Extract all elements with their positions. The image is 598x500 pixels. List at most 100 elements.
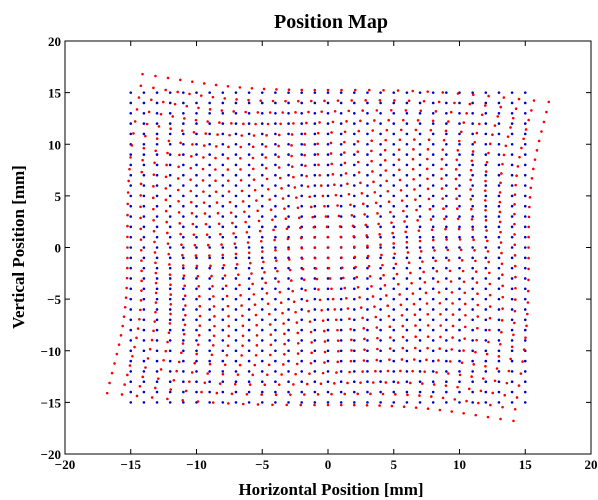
reference-point	[339, 359, 343, 363]
reference-point	[129, 173, 133, 177]
distorted-point	[249, 261, 252, 265]
reference-point	[182, 153, 185, 156]
reference-point	[300, 122, 304, 125]
distorted-point	[375, 358, 379, 362]
distorted-point	[470, 375, 473, 378]
distorted-point	[474, 413, 478, 417]
reference-point	[313, 349, 317, 353]
distorted-point	[530, 177, 534, 180]
reference-point	[392, 122, 396, 125]
distorted-point	[442, 207, 445, 211]
reference-point	[195, 153, 198, 156]
reference-point	[182, 204, 185, 208]
distorted-point	[191, 80, 194, 84]
reference-point	[523, 256, 527, 260]
reference-point	[182, 101, 185, 105]
distorted-point	[125, 276, 129, 280]
distorted-point	[487, 94, 490, 98]
reference-point	[366, 328, 369, 332]
reference-point	[366, 153, 369, 156]
reference-point	[234, 380, 238, 384]
reference-point	[379, 287, 382, 291]
distorted-point	[250, 86, 254, 90]
distorted-point	[513, 264, 517, 268]
reference-point	[418, 235, 422, 239]
distorted-point	[323, 204, 326, 208]
reference-point	[182, 173, 185, 177]
distorted-point	[155, 137, 159, 140]
distorted-point	[318, 121, 321, 124]
distorted-point	[192, 131, 196, 134]
distorted-point	[373, 190, 377, 194]
distorted-point	[285, 403, 289, 407]
distorted-point	[181, 264, 185, 267]
distorted-point	[356, 150, 360, 154]
distorted-point	[273, 238, 276, 242]
distorted-point	[166, 340, 169, 344]
reference-point	[458, 246, 461, 249]
distorted-point	[304, 164, 307, 168]
reference-point	[168, 287, 172, 291]
reference-point	[471, 390, 474, 394]
distorted-point	[208, 362, 212, 366]
distorted-point	[513, 233, 516, 236]
distorted-point	[167, 139, 171, 143]
distorted-point	[317, 163, 320, 167]
distorted-point	[378, 233, 381, 236]
distorted-point	[303, 153, 306, 157]
distorted-point	[412, 148, 415, 151]
distorted-point	[179, 232, 182, 236]
reference-point	[142, 194, 146, 198]
distorted-point	[484, 209, 487, 212]
distorted-point	[526, 289, 530, 293]
reference-point	[471, 235, 474, 239]
distorted-point	[526, 301, 530, 304]
distorted-point	[481, 377, 485, 380]
reference-point	[221, 204, 225, 208]
reference-point	[497, 184, 501, 187]
reference-point	[260, 297, 264, 301]
distorted-point	[528, 205, 531, 209]
x-axis-label: Horizontal Position [mm]	[238, 480, 423, 499]
distorted-point	[277, 144, 280, 148]
distorted-point	[213, 324, 216, 328]
distorted-point	[387, 200, 391, 203]
reference-point	[445, 246, 448, 249]
distorted-point	[227, 190, 231, 193]
distorted-point	[139, 308, 142, 312]
distorted-point	[355, 275, 359, 279]
reference-point	[326, 401, 330, 404]
reference-point	[339, 163, 343, 167]
reference-point	[142, 235, 146, 239]
distorted-point	[251, 167, 255, 171]
reference-point	[353, 339, 356, 342]
distorted-point	[105, 391, 109, 395]
reference-point	[392, 132, 396, 136]
reference-point	[431, 308, 435, 311]
distorted-point	[179, 141, 182, 145]
reference-point	[195, 390, 198, 394]
distorted-point	[192, 233, 196, 236]
reference-point	[182, 349, 185, 353]
distorted-point	[268, 323, 272, 326]
reference-point	[313, 339, 317, 342]
reference-point	[431, 215, 435, 218]
reference-point	[168, 173, 172, 177]
distorted-point	[451, 313, 455, 316]
reference-point	[523, 266, 527, 270]
reference-point	[274, 349, 277, 353]
distorted-point	[323, 340, 327, 343]
distorted-point	[300, 246, 304, 250]
distorted-point	[463, 337, 466, 340]
reference-point	[208, 225, 211, 229]
distorted-point	[383, 284, 387, 287]
reference-point	[208, 215, 211, 218]
distorted-point	[263, 271, 266, 274]
reference-point	[260, 390, 264, 394]
reference-point	[392, 277, 396, 280]
reference-point	[300, 380, 304, 384]
distorted-point	[233, 242, 237, 245]
distorted-point	[108, 381, 111, 385]
reference-point	[510, 163, 514, 167]
reference-point	[182, 401, 185, 404]
